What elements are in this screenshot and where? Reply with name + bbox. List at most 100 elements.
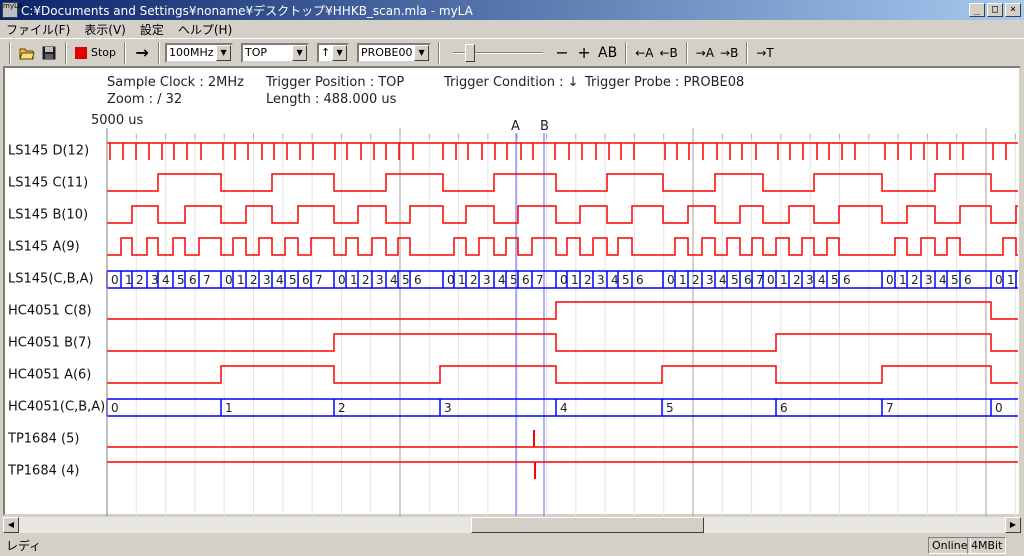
waveform-ls145-b-10- [107,205,1018,224]
folder-open-icon [19,48,35,59]
bus-value: 4 [818,273,826,287]
bus-value: 1 [350,273,358,287]
next-b-button[interactable]: →B [720,45,739,60]
slider-thumb[interactable] [465,43,476,62]
prev-a-button[interactable]: ←A [635,45,654,60]
bus-value: 7 [203,273,211,287]
cursor-b-label[interactable]: B [540,119,549,134]
signal-label[interactable]: LS145 C(11) [8,175,89,191]
trigger-position-select[interactable]: TOP ▼ [241,42,310,63]
bus-value: 1 [571,273,579,287]
signal-label[interactable]: HC4051 A(6) [8,367,92,383]
sample-clock-info: Sample Clock : 2MHz [107,75,244,90]
bus-value: 4 [611,273,619,287]
bus-value: 6 [964,273,972,287]
chevron-down-icon: ▼ [216,44,232,61]
open-button[interactable] [16,42,38,64]
clock-select[interactable]: 100MHz ▼ [165,42,234,63]
waveform-hc4051-c-8- [107,301,1018,320]
minimize-button[interactable]: _ [969,3,985,17]
prev-b-button[interactable]: ←B [659,45,678,60]
clock-value: 100MHz [169,46,214,59]
chevron-down-icon: ▼ [292,44,308,61]
zoom-slider[interactable] [453,42,544,64]
menu-file[interactable]: ファイル(F) [6,22,71,37]
horizontal-scrollbar[interactable]: ◀ ▶ [3,516,1021,533]
signal-label[interactable]: TP1684 (4) [8,463,80,479]
scrollbar-thumb[interactable] [470,517,704,533]
bus-value: 4 [390,273,398,287]
bus-value: 0 [338,273,346,287]
signal-label[interactable]: LS145 B(10) [8,207,89,223]
ab-button[interactable]: AB [598,44,618,61]
chevron-down-icon: ▼ [332,44,348,61]
bus-value: 0 [995,401,1003,415]
bus-value: 0 [447,273,455,287]
signal-label[interactable]: HC4051 C(8) [8,303,92,319]
bus-value: 0 [111,401,119,415]
status-bar: レディ Online 4MBit [0,535,1024,556]
to-trigger-button[interactable]: →T [756,45,774,60]
bus-value: 2 [250,273,258,287]
waveform-hc4051-a-6- [107,365,1018,384]
bus-value: 6 [780,401,788,415]
menu-help[interactable]: ヘルプ(H) [177,22,233,37]
bus-value: 0 [886,273,894,287]
menu-bar: ファイル(F) 表示(V) 設定 ヘルプ(H) [0,20,1024,38]
bus-value: 7 [886,401,894,415]
bus-value: 4 [276,273,284,287]
menu-settings[interactable]: 設定 [139,22,164,37]
bus-value: 4 [560,401,568,415]
toolbar-grip [9,41,11,64]
bus-value: 1 [237,273,245,287]
bus-value: 1 [1007,273,1015,287]
status-text: レディ [6,539,42,553]
zoom-in-button[interactable]: + [577,43,591,62]
run-arrow-button[interactable]: → [135,43,149,62]
signal-label[interactable]: TP1684 (5) [8,431,80,447]
bus-value: 5 [731,273,739,287]
stop-icon [75,46,87,59]
online-status: Online [928,537,972,554]
maximize-button[interactable]: □ [987,3,1003,17]
bus-value: 5 [951,273,959,287]
close-button[interactable]: × [1005,3,1021,17]
signal-label[interactable]: LS145 A(9) [8,239,80,255]
probe-select[interactable]: PROBE00 ▼ [357,42,432,63]
stop-button[interactable]: Stop [72,42,119,64]
scroll-right-icon[interactable]: ▶ [1005,517,1021,533]
toolbar: Stop → 100MHz ▼ TOP ▼ ↑ ▼ PROBE00 ▼ − + AB ←… [0,38,1024,66]
bus-value: 7 [536,273,544,287]
toolbar-separator [746,41,749,64]
title-bar: myLA C:¥Documents and Settings¥noname¥デス… [0,0,1024,20]
signal-label[interactable]: HC4051 B(7) [8,335,92,351]
bus-value: 6 [843,273,851,287]
zoom-info: Zoom : / 32 [107,92,183,107]
bus-value: 1 [780,273,788,287]
bus-value: 0 [667,273,675,287]
stop-label: Stop [91,46,117,59]
zoom-out-button[interactable]: − [555,43,569,62]
menu-view[interactable]: 表示(V) [84,22,126,37]
length-info: Length : 488.000 us [266,92,397,107]
trigger-edge-select[interactable]: ↑ ▼ [317,42,350,63]
cursor-a-label[interactable]: A [511,119,520,134]
bus-value: 0 [560,273,568,287]
memory-status: 4MBit [967,537,1007,554]
signal-label[interactable]: HC4051(C,B,A) [8,399,106,415]
next-a-button[interactable]: →A [695,45,715,60]
save-button[interactable] [38,42,60,64]
bus-value: 5 [177,273,185,287]
signal-label[interactable]: LS145 D(12) [8,143,90,159]
bus-value: 4 [719,273,727,287]
bus-value: 2 [793,273,801,287]
signal-label[interactable]: LS145(C,B,A) [8,271,94,287]
bus-value: 6 [522,273,530,287]
bus-value: 3 [263,273,271,287]
scroll-left-icon[interactable]: ◀ [3,517,19,533]
waveform-ls145-c-11- [107,173,1018,192]
bus-value: 3 [597,273,605,287]
bus-value: 2 [338,401,346,415]
bus-value: 2 [584,273,592,287]
bus-value: 5 [289,273,297,287]
